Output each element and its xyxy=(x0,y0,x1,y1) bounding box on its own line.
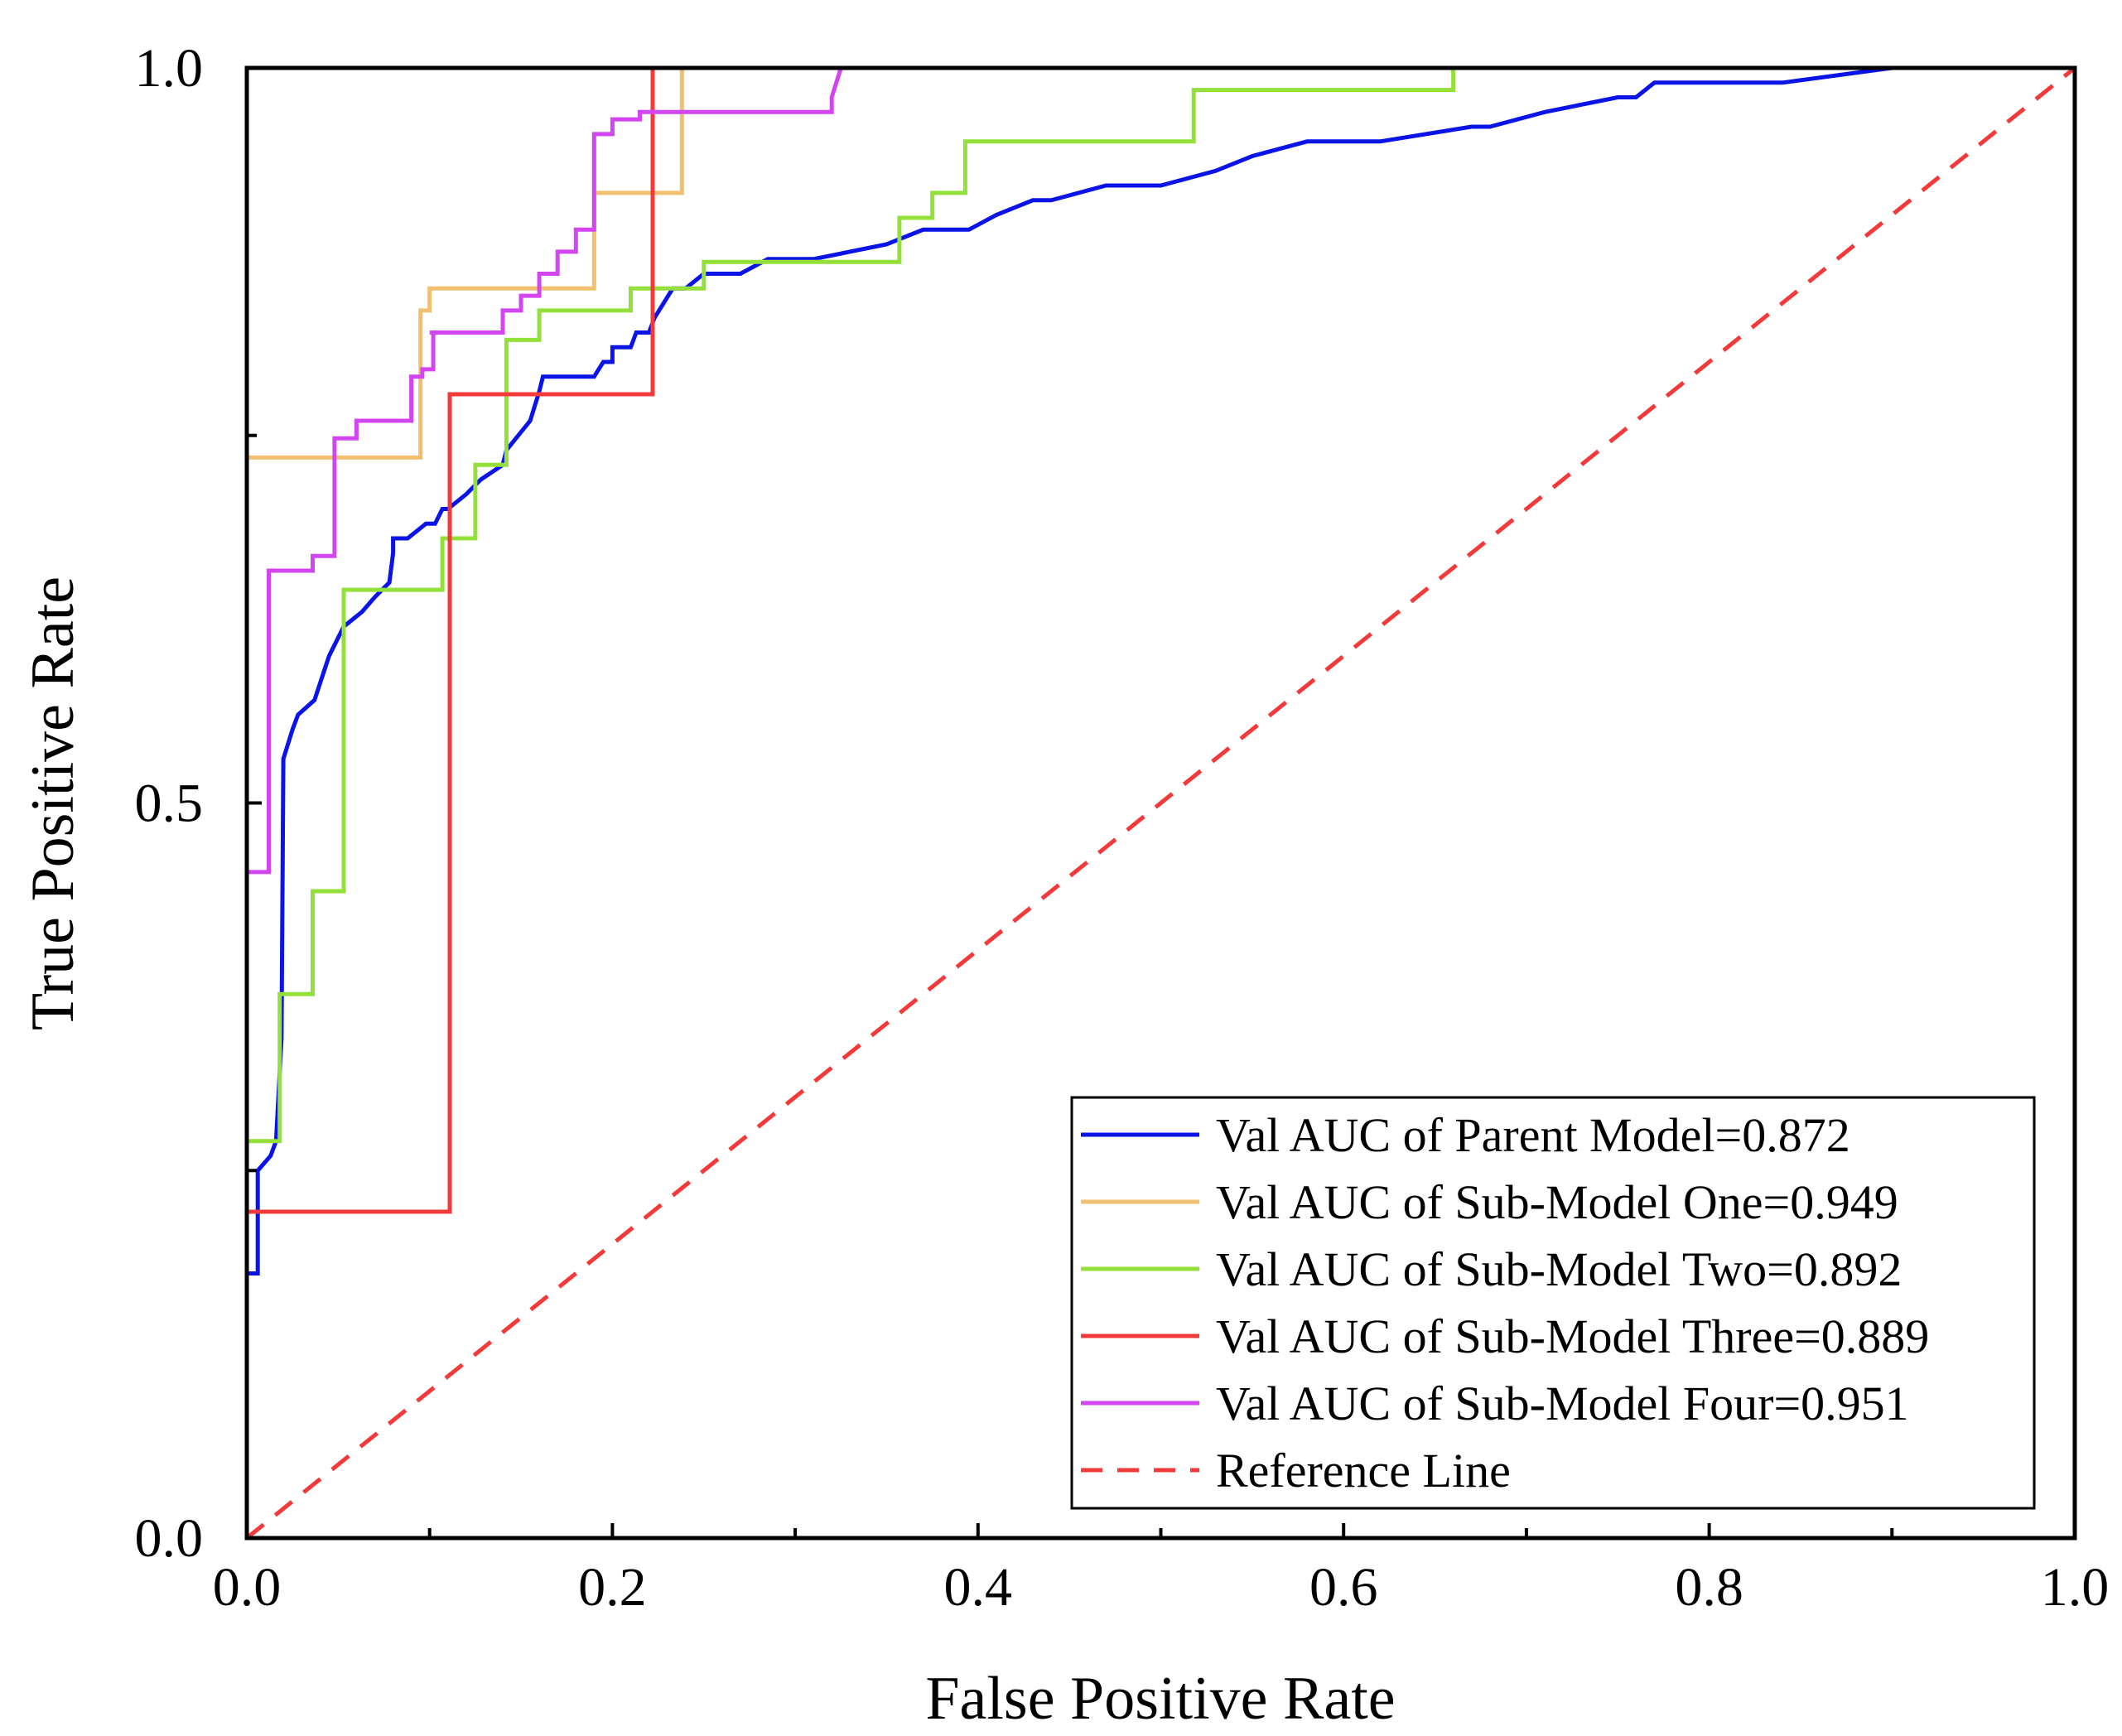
x-tick-label: 0.2 xyxy=(578,1557,647,1618)
x-tick-labels: 0.0 0.2 0.4 0.6 0.8 1.0 xyxy=(213,1557,2110,1618)
legend-label-2: Val AUC of Sub-Model Two=0.892 xyxy=(1216,1242,1902,1296)
x-axis-title: False Positive Rate xyxy=(925,1665,1395,1733)
legend-label-3: Val AUC of Sub-Model Three=0.889 xyxy=(1216,1309,1929,1363)
x-tick-label: 1.0 xyxy=(2041,1557,2110,1618)
x-tick-label: 0.4 xyxy=(944,1557,1013,1618)
series-layer xyxy=(245,65,2076,1540)
y-tick-label: 0.5 xyxy=(135,774,204,834)
series-line-2 xyxy=(247,68,1456,1144)
legend-label-1: Val AUC of Sub-Model One=0.949 xyxy=(1216,1175,1898,1229)
legend: Val AUC of Parent Model=0.872 Val AUC of … xyxy=(1070,1096,2036,1510)
tick-layer xyxy=(245,66,2076,1540)
x-tick-label: 0.0 xyxy=(213,1557,282,1618)
y-axis-title: True Positive Rate xyxy=(19,576,87,1030)
series-line-5 xyxy=(245,66,2076,1540)
legend-box xyxy=(1070,1096,2036,1510)
legend-items: Val AUC of Parent Model=0.872 Val AUC of … xyxy=(1081,1108,1929,1497)
y-tick-labels: 0.0 0.5 1.0 xyxy=(135,38,204,1569)
series-line-1 xyxy=(247,65,686,460)
x-tick-label: 0.8 xyxy=(1675,1557,1743,1618)
series-line-4 xyxy=(247,67,843,875)
y-tick-label: 1.0 xyxy=(135,38,204,99)
series-line-3 xyxy=(247,68,655,1214)
x-tick-label: 0.6 xyxy=(1309,1557,1378,1618)
legend-label-5: Reference Line xyxy=(1216,1444,1511,1497)
legend-label-4: Val AUC of Sub-Model Four=0.951 xyxy=(1216,1377,1909,1430)
legend-label-0: Val AUC of Parent Model=0.872 xyxy=(1216,1108,1850,1162)
series-line-0 xyxy=(247,65,1893,1275)
y-tick-label: 0.0 xyxy=(135,1508,204,1569)
